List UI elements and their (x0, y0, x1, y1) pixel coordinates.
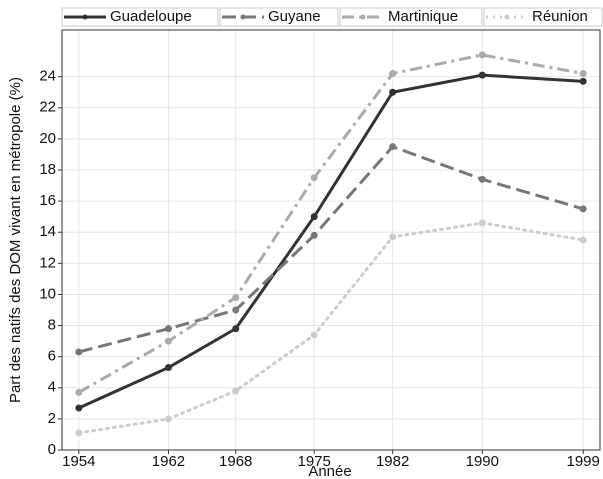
point (75, 429, 83, 437)
point (389, 88, 397, 96)
point (232, 325, 240, 333)
legend-label: Guyane (268, 8, 321, 25)
y-tick-label: 22 (39, 99, 56, 116)
point (75, 404, 83, 412)
point (310, 231, 318, 239)
legend-key-point (504, 14, 510, 20)
y-tick-label: 4 (48, 379, 56, 396)
series-line (78, 53, 584, 394)
legend-item: Réunion (483, 7, 603, 27)
x-tick-label: 1968 (219, 453, 252, 470)
y-tick-label: 10 (39, 285, 56, 302)
y-tick-label: 14 (39, 223, 56, 240)
legend-item: Guyane (219, 7, 339, 27)
point (232, 387, 240, 395)
point (164, 415, 172, 423)
x-tick-label: 1962 (152, 453, 185, 470)
y-tick-label: 20 (39, 130, 56, 147)
x-axis-label: Année (308, 463, 351, 479)
legend-key-box (61, 7, 219, 27)
point (478, 71, 486, 79)
legend-key-point (360, 14, 366, 20)
point (579, 77, 587, 85)
point (478, 51, 486, 59)
y-axis-label: Part des natifs des DOM vivant en métrop… (7, 77, 24, 403)
point (310, 213, 318, 221)
y-tick-label: 0 (48, 441, 56, 458)
point (389, 70, 397, 78)
x-tick-label: 1990 (466, 453, 499, 470)
point (75, 348, 83, 356)
point (164, 337, 172, 345)
point (75, 388, 83, 396)
point (164, 364, 172, 372)
legend-label: Martinique (388, 8, 458, 25)
point (164, 325, 172, 333)
point (232, 306, 240, 314)
legend-key-point (240, 14, 246, 20)
legend-label: Réunion (532, 8, 588, 25)
legend: Guadeloupe Guyane Martinique Réunion (61, 7, 603, 27)
legend-key-box (483, 7, 603, 27)
series-line (78, 73, 584, 410)
legend-key-box (339, 7, 483, 27)
point (310, 174, 318, 182)
y-tick-label: 2 (48, 410, 56, 427)
x-tick-label: 1999 (567, 453, 600, 470)
y-tick-label: 18 (39, 161, 56, 178)
point (579, 205, 587, 213)
x-tick-label: 1954 (62, 453, 95, 470)
legend-item: Guadeloupe (61, 7, 219, 27)
point (310, 331, 318, 339)
point (579, 236, 587, 244)
y-tick-label: 8 (48, 317, 56, 334)
plot-border (61, 29, 601, 451)
y-tick-label: 6 (48, 348, 56, 365)
point (389, 143, 397, 151)
point (389, 233, 397, 241)
y-tick-label: 24 (39, 68, 56, 85)
point (579, 70, 587, 78)
x-tick-label: 1982 (376, 453, 409, 470)
legend-item: Martinique (339, 7, 483, 27)
legend-label: Guadeloupe (110, 8, 192, 25)
series-line (77, 221, 585, 435)
point (478, 175, 486, 183)
y-tick-label: 12 (39, 254, 56, 271)
x-tick-label: 1975 (298, 453, 331, 470)
legend-key-box (219, 7, 339, 27)
series-line (78, 144, 584, 354)
point (478, 219, 486, 227)
y-tick-label: 16 (39, 192, 56, 209)
point (232, 294, 240, 302)
legend-key-point (82, 14, 88, 20)
